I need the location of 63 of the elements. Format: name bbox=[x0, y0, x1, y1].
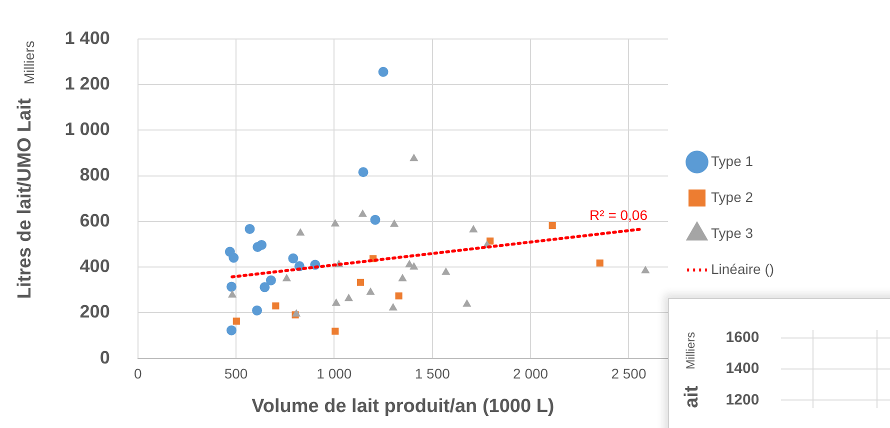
point bbox=[390, 219, 399, 227]
point bbox=[282, 274, 292, 282]
point bbox=[356, 278, 364, 286]
point bbox=[252, 305, 262, 316]
point bbox=[358, 209, 367, 217]
point bbox=[226, 325, 237, 336]
point bbox=[410, 262, 418, 270]
y-tick-label: 1 200 bbox=[64, 73, 110, 94]
x-tick-label: 0 bbox=[134, 366, 142, 382]
point bbox=[228, 290, 237, 298]
point bbox=[395, 292, 402, 300]
point bbox=[272, 302, 280, 310]
point bbox=[244, 224, 255, 234]
point bbox=[370, 214, 380, 225]
point bbox=[358, 167, 368, 178]
x-tick-label: 1 000 bbox=[316, 366, 352, 382]
legend-label: Type 1 bbox=[711, 152, 754, 169]
point bbox=[398, 274, 407, 282]
point bbox=[332, 328, 339, 335]
y-tick-label: 800 bbox=[80, 164, 110, 185]
legend-label: Type 3 bbox=[711, 224, 754, 241]
y-tick-label: 1 000 bbox=[64, 119, 110, 140]
point bbox=[288, 253, 298, 264]
point bbox=[410, 154, 418, 162]
x-tick-label: 1 500 bbox=[414, 366, 450, 382]
text: Milliers bbox=[683, 332, 698, 370]
point bbox=[366, 287, 375, 295]
point bbox=[330, 218, 340, 226]
point bbox=[332, 298, 340, 306]
point bbox=[442, 267, 450, 275]
y-tick-label: 1600 bbox=[726, 328, 760, 346]
text: Milliers bbox=[20, 40, 37, 84]
point bbox=[228, 252, 239, 263]
y-tick-label: 1200 bbox=[726, 391, 760, 408]
point bbox=[378, 66, 388, 77]
point bbox=[266, 275, 276, 286]
x-tick-label: 2 500 bbox=[611, 366, 646, 382]
point bbox=[641, 266, 650, 274]
point bbox=[469, 224, 478, 232]
y-tick-label: 400 bbox=[80, 256, 110, 276]
y-tick-label: 1 400 bbox=[64, 28, 110, 48]
point bbox=[596, 259, 604, 267]
point bbox=[296, 228, 305, 236]
point bbox=[232, 318, 240, 325]
y-tick-label: 0 bbox=[100, 347, 110, 368]
y-tick-label: 200 bbox=[80, 302, 110, 322]
point bbox=[226, 282, 237, 292]
point bbox=[260, 282, 270, 292]
x-axis-title: Volume de lait produit/an (1000 L) bbox=[252, 396, 554, 417]
point bbox=[388, 302, 398, 310]
point bbox=[462, 299, 472, 307]
point bbox=[344, 294, 354, 302]
x-tick-label: 2 000 bbox=[513, 366, 548, 382]
x-tick-label: 500 bbox=[224, 366, 248, 382]
legend-label: Linéaire () bbox=[711, 260, 774, 277]
point bbox=[256, 240, 267, 250]
y-tick-label: 600 bbox=[80, 210, 110, 230]
legend-label: Type 2 bbox=[711, 188, 754, 205]
y-axis-title: ait bbox=[682, 385, 703, 408]
point bbox=[548, 222, 556, 230]
y-axis-title: Litres de lait/UMO Lait bbox=[14, 98, 36, 299]
annotation: R² = 0,06 bbox=[590, 207, 648, 224]
y-tick-label: 1400 bbox=[726, 360, 760, 378]
